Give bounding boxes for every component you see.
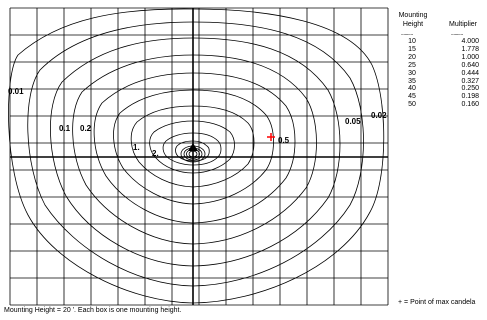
height-separator: .......... [401, 31, 413, 37]
multiplier-cell: 0.160 [461, 101, 479, 109]
contour-label: 0.01 [8, 87, 24, 96]
multiplier-cell: 0.198 [461, 93, 479, 101]
max-candela-marker-icon [267, 133, 275, 141]
multiplier-cell: 0.250 [461, 85, 479, 93]
table-row: 50 0.160 [397, 101, 482, 109]
multiplier-cell: 4.000 [461, 38, 479, 45]
mounting-height-header-line2: Height [402, 21, 424, 28]
height-cell: 40 [408, 85, 416, 93]
multiplier-table: 10 4.000 15 1.778 20 1.000 25 0.640 30 0.444 … [397, 38, 482, 109]
mounting-height-caption: Mounting Height = 20 '. Each box is one … [4, 307, 182, 314]
mounting-height-header-line1: Mounting [398, 12, 428, 19]
isolux-contours [8, 8, 385, 304]
multiplier-header: Multiplier [448, 21, 477, 28]
center-axes [10, 8, 388, 305]
table-row: 45 0.198 [397, 93, 482, 101]
height-cell: 15 [408, 45, 416, 53]
contour-label: 0.2 [80, 124, 92, 133]
height-cell: 10 [408, 38, 416, 45]
height-cell: 35 [408, 77, 416, 85]
table-row: 10 4.000 [397, 38, 482, 46]
height-cell: 45 [408, 93, 416, 101]
contour-label: 0.02 [371, 111, 387, 120]
contour-label: 0.5 [278, 136, 290, 145]
height-cell: 25 [408, 61, 416, 69]
height-cell: 20 [408, 53, 416, 61]
contour-labels: 0.01 0.1 0.2 1. 2. 0.5 0.05 0.02 [8, 87, 387, 158]
table-row: 35 0.327 [397, 78, 482, 86]
contour-label: 0.05 [345, 117, 361, 126]
table-row: 25 0.640 [397, 62, 482, 70]
multiplier-cell: 0.444 [461, 69, 479, 77]
mounting-height-header: Mounting Height [393, 11, 433, 29]
multiplier-cell: 0.640 [461, 61, 479, 69]
height-cell: 50 [408, 101, 416, 109]
contour-label: 0.1 [59, 124, 71, 133]
multiplier-cell: 1.000 [461, 53, 479, 61]
max-candela-legend: + = Point of max candela [398, 299, 476, 306]
height-cell: 30 [408, 69, 416, 77]
table-row: 20 1.000 [397, 54, 482, 62]
max-candela-arrow-icon [188, 143, 198, 151]
contour-label: 2. [152, 149, 159, 158]
contour-label: 1. [133, 143, 140, 152]
table-row: 40 0.250 [397, 85, 482, 93]
table-row: 30 0.444 [397, 70, 482, 78]
table-row: 15 1.778 [397, 46, 482, 54]
multiplier-separator: .......... [451, 31, 463, 37]
multiplier-cell: 0.327 [461, 77, 479, 85]
multiplier-cell: 1.778 [461, 45, 479, 53]
